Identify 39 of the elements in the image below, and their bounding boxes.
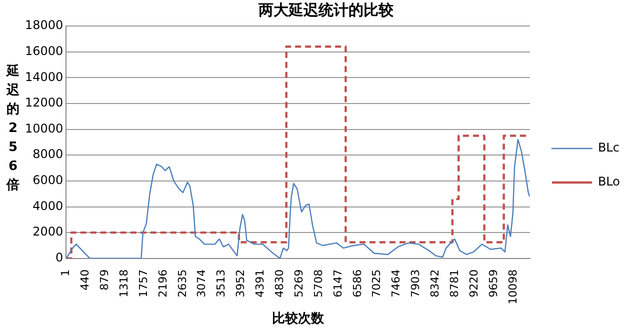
y-tick-label: 10000: [24, 121, 64, 136]
x-tick-label: 4830: [272, 269, 286, 298]
y-axis-title: 延迟的256倍: [4, 63, 20, 195]
x-tick-label: 9220: [467, 269, 480, 298]
x-axis-title: 比较次数: [272, 310, 326, 327]
x-tick-label: 6586: [350, 269, 364, 298]
chart-title: 两大延迟统计的比较: [258, 0, 394, 19]
x-tick-label: 10098: [506, 269, 520, 304]
x-tick-label: 2635: [176, 269, 189, 298]
x-tick-label: 879: [98, 269, 111, 290]
x-tick-label: 8342: [428, 269, 442, 298]
y-tick-label: 4000: [32, 198, 64, 213]
x-tick-label: 5269: [292, 269, 306, 298]
x-tick-label: 2196: [156, 269, 170, 298]
x-tick-label: 7464: [390, 269, 403, 298]
x-tick-label: 8781: [448, 269, 461, 298]
y-tick-label: 0: [56, 250, 64, 265]
x-tick-label: 6147: [331, 269, 344, 298]
x-tick-label: 3513: [214, 269, 228, 298]
x-tick-label: 9659: [486, 269, 500, 298]
x-tick-label: 7903: [409, 269, 422, 298]
y-tick-label: 14000: [24, 70, 64, 84]
y-tick-label: 6000: [32, 173, 64, 188]
x-tick-label: 5708: [312, 269, 325, 298]
legend-label: BLo: [598, 174, 620, 189]
x-tick-label: 3952: [234, 269, 248, 298]
x-tick-label: 3074: [195, 269, 208, 298]
y-tick-label: 16000: [24, 44, 64, 58]
x-tick-label: 1318: [117, 269, 130, 298]
y-tick-label: 18000: [24, 18, 64, 32]
x-tick-label: 1757: [136, 269, 150, 298]
x-tick-label: 440: [78, 269, 92, 290]
x-tick-label: 7025: [370, 269, 384, 298]
legend-label: BLc: [598, 140, 620, 155]
x-tick-label: 4391: [254, 269, 267, 298]
y-tick-label: 12000: [24, 96, 64, 110]
x-tick-label: 1: [59, 269, 72, 276]
y-tick-label: 8000: [32, 147, 64, 162]
y-tick-label: 2000: [32, 224, 64, 239]
